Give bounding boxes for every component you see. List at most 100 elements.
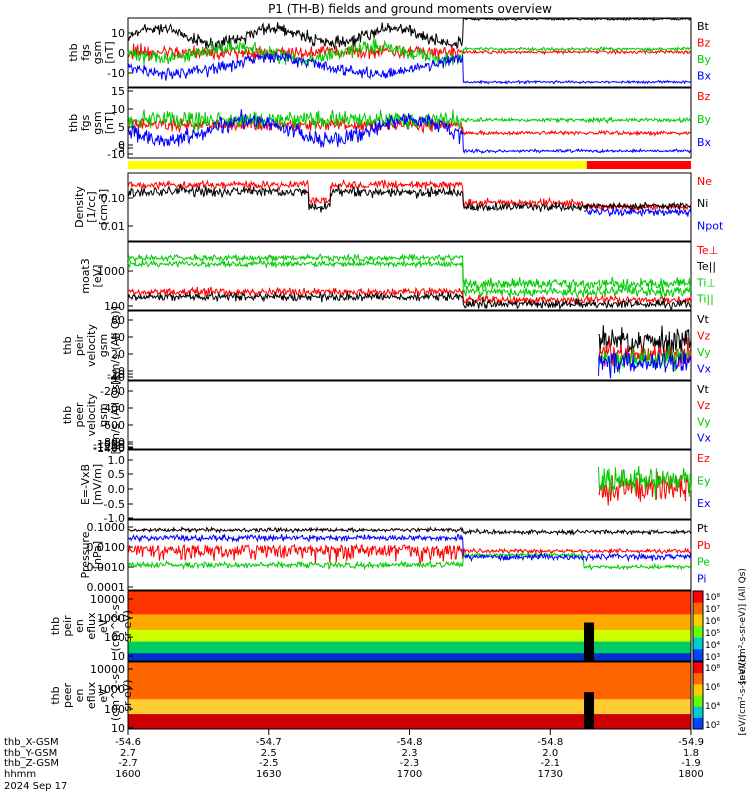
legend-item: Vx bbox=[697, 362, 712, 375]
y-axis-label: [cm-3] bbox=[97, 189, 110, 225]
y-tick-label: 100 bbox=[104, 703, 125, 716]
y-tick-label: 10 bbox=[111, 103, 125, 116]
series-line-1-bx bbox=[127, 51, 692, 85]
y-tick-label: 1000 bbox=[97, 612, 125, 625]
ephemeris-value: 2.5 bbox=[261, 748, 277, 759]
y-tick-label: -10 bbox=[107, 148, 125, 161]
y-tick-label: 100 bbox=[104, 300, 125, 313]
y-axis-label: (cm^2-s- bbox=[109, 601, 122, 652]
ephemeris-value: 1600 bbox=[115, 769, 140, 780]
spectrogram-band bbox=[128, 676, 691, 682]
ephemeris-value: -2.3 bbox=[400, 758, 420, 769]
colorbar-label: [eV/(cm²-s-sr-eV)] (All Qs) bbox=[738, 568, 748, 684]
y-tick-label: -10 bbox=[107, 67, 125, 80]
series-line-4-te bbox=[127, 286, 692, 306]
legend-item: Bz bbox=[697, 90, 711, 103]
y-tick-label: 1000 bbox=[97, 683, 125, 696]
ephemeris-value: 1.8 bbox=[683, 748, 699, 759]
y-tick-label: 40 bbox=[111, 331, 125, 344]
y-tick-label: 0.0100 bbox=[87, 541, 126, 554]
series-line-3-npot bbox=[583, 206, 692, 218]
colorbar-segment bbox=[693, 662, 703, 674]
y-axis-label: eflux bbox=[85, 612, 98, 640]
ephemeris-name: thb_Z-GSM bbox=[4, 758, 59, 769]
panel-frame bbox=[127, 172, 692, 242]
spectrogram-band bbox=[128, 710, 691, 715]
y-axis-label: gsm bbox=[91, 111, 104, 134]
colorbar-segment bbox=[693, 637, 703, 650]
y-tick-label: 1000 bbox=[97, 265, 125, 278]
colorbar-segment bbox=[693, 673, 703, 685]
colorbar-label: [eV/(cm²-s-sr-eV)] bbox=[738, 655, 748, 735]
legend-item: Vt bbox=[697, 313, 710, 326]
y-axis-label: peir bbox=[61, 615, 74, 637]
legend-item: Ex bbox=[697, 497, 711, 510]
spectrogram-band bbox=[128, 649, 691, 654]
spectrogram-band bbox=[128, 702, 691, 708]
panel-frame bbox=[127, 310, 692, 381]
spectrogram-gap bbox=[584, 692, 595, 729]
series-line-8-pe bbox=[127, 551, 692, 571]
y-tick-label: -200 bbox=[100, 385, 125, 398]
y-tick-label: 0.10 bbox=[101, 192, 126, 205]
ephemeris-name: hhmm bbox=[4, 769, 36, 780]
y-tick-label: -1200 bbox=[93, 441, 125, 454]
colorbar-tick-label: 10⁸ bbox=[705, 664, 720, 674]
date-label: 2024 Sep 17 bbox=[4, 781, 67, 792]
y-tick-label: 10000 bbox=[90, 663, 125, 676]
spectrogram-band bbox=[128, 641, 691, 646]
spectrogram-band bbox=[128, 606, 691, 611]
legend-item: By bbox=[697, 53, 712, 66]
spectrogram-band bbox=[128, 653, 691, 658]
legend-item: Te⊥ bbox=[696, 244, 718, 257]
colorbar-segment bbox=[693, 649, 703, 662]
series-line-4-te bbox=[127, 290, 692, 311]
spectrogram-band bbox=[128, 706, 691, 711]
y-axis-label: velocity bbox=[85, 393, 98, 436]
y-axis-label: peer bbox=[61, 683, 74, 709]
y-axis-label: eflux bbox=[85, 681, 98, 709]
colorbar-segment bbox=[693, 602, 703, 615]
y-axis-label: en bbox=[73, 689, 86, 703]
panel-frame bbox=[127, 241, 692, 311]
panel-2: 15 10 5 0-5-10 thb fgs gsm [nT] Bz By Bx bbox=[67, 85, 712, 161]
panel-10: 10⁸ 10⁶ 10⁴ 10² [eV/(cm²-s-sr-eV)] 10000 1000 1… bbox=[49, 655, 748, 735]
legend-item: By bbox=[697, 113, 712, 126]
spectrogram-band bbox=[128, 626, 691, 631]
spectrogram-band bbox=[128, 665, 691, 670]
legend-item: Ti|| bbox=[696, 293, 714, 306]
spectrogram-band bbox=[128, 684, 691, 689]
ephemeris-value: -54.8 bbox=[537, 737, 563, 748]
spectrogram-band bbox=[128, 717, 691, 722]
y-tick-label: 0.1000 bbox=[87, 521, 126, 534]
y-axis-label: thb bbox=[49, 686, 62, 704]
spectrogram-band bbox=[128, 688, 691, 693]
y-axis-label: fgs bbox=[79, 114, 92, 131]
y-axis-label: [eV] bbox=[91, 265, 104, 288]
y-axis-label: moat3 bbox=[79, 258, 92, 294]
ephemeris-footer: thb_X-GSM -54.6 -54.7 -54.8 -54.8 -54.9 thb_Y-… bbox=[4, 729, 704, 792]
y-axis-label: thb bbox=[61, 336, 74, 354]
spectrogram-band bbox=[128, 691, 691, 696]
ephemeris-value: -54.8 bbox=[397, 737, 423, 748]
ephemeris-value: 2.0 bbox=[542, 748, 558, 759]
colorbar-segment bbox=[693, 717, 703, 730]
ephemeris-value: -1.9 bbox=[681, 758, 701, 769]
series-line-4-ti bbox=[127, 258, 692, 299]
colorbar-frame bbox=[692, 661, 704, 730]
y-tick-label: -0.5 bbox=[104, 498, 125, 511]
series-line-7-ey bbox=[598, 465, 692, 499]
y-tick-label: 1.0 bbox=[108, 454, 126, 467]
series-line-5-vx bbox=[598, 350, 692, 379]
colorbar-tick-label: 10⁵ bbox=[705, 629, 720, 639]
y-tick-label: 0.0010 bbox=[87, 561, 126, 574]
legend-item: Ey bbox=[697, 475, 711, 488]
series-line-1-by bbox=[127, 38, 692, 67]
legend-item: Bx bbox=[697, 136, 712, 149]
spectrogram-band bbox=[128, 591, 691, 596]
legend-item: Te|| bbox=[696, 260, 716, 273]
legend-item: Pe bbox=[697, 556, 710, 569]
panel-frame bbox=[127, 449, 692, 520]
spectrogram-gap bbox=[584, 622, 595, 661]
y-tick-label: 10000 bbox=[90, 593, 125, 606]
